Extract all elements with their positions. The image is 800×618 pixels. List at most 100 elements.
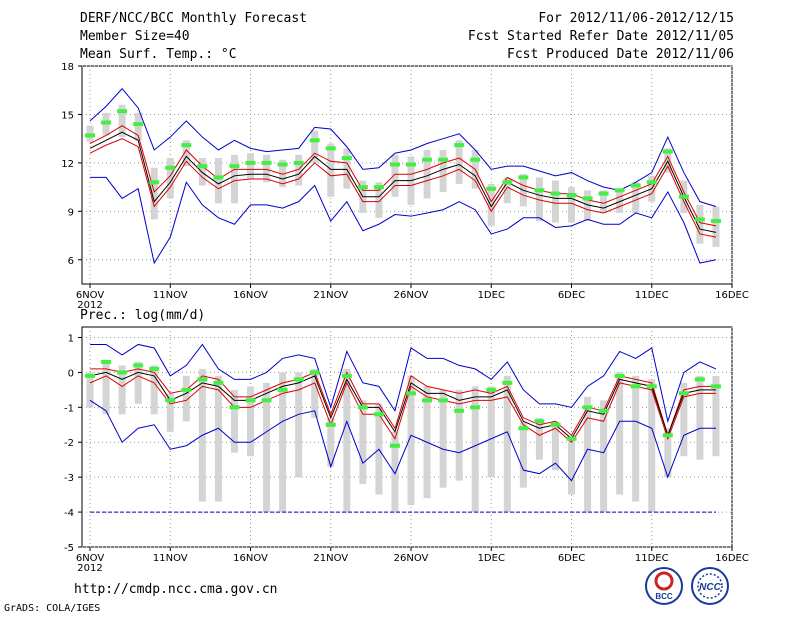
prec-box	[230, 389, 238, 453]
prec-mean-line	[89, 371, 716, 440]
prec-median-mark	[662, 433, 673, 438]
prec-max-line	[90, 343, 717, 424]
prec-box	[263, 382, 271, 513]
temp-median-mark	[229, 164, 240, 169]
prec-median-mark	[518, 426, 529, 431]
prec-ytick-label: -1	[64, 403, 74, 414]
prec-box	[535, 417, 543, 460]
prec-median-mark	[101, 359, 112, 364]
temp-median-mark	[662, 149, 673, 154]
temp-median-mark	[277, 162, 288, 167]
temp-median-mark	[566, 193, 577, 198]
temp-box	[182, 140, 190, 167]
prec-median-mark	[341, 373, 352, 378]
prec-box	[118, 365, 126, 415]
temp-box	[391, 154, 399, 197]
prec-box	[600, 400, 608, 513]
temp-median-mark	[614, 188, 625, 193]
temp-median-mark	[357, 185, 368, 190]
prec-box	[471, 386, 479, 513]
prec-box	[584, 396, 592, 513]
temp-box	[343, 148, 351, 189]
temp-median-mark	[502, 180, 513, 185]
temp-median-mark	[309, 138, 320, 143]
prec-box	[134, 361, 142, 404]
ncc-logo-text: NCC	[699, 582, 721, 593]
prec-median-mark	[614, 373, 625, 378]
prec-median-mark	[454, 408, 465, 413]
prec-ytick-label: -4	[64, 508, 74, 519]
prec-box	[680, 382, 688, 457]
prec-box	[182, 375, 190, 422]
prec-median-mark	[117, 370, 128, 375]
precip-panel-label: Prec.: log(mm/d)	[80, 308, 206, 323]
prec-median-mark	[181, 387, 192, 392]
temp-xtick-label: 6DEC	[558, 290, 585, 301]
temp-median-mark	[133, 122, 144, 127]
prec-box	[391, 431, 399, 513]
prec-median-mark	[646, 384, 657, 389]
temp-median-mark	[213, 175, 224, 180]
prec-median-mark	[229, 405, 240, 410]
prec-median-mark	[373, 412, 384, 417]
prec-median-mark	[502, 380, 513, 385]
temp-median-mark	[181, 143, 192, 148]
temp-mean-minus-line	[89, 138, 717, 238]
chart-title: DERF/NCC/BCC Monthly Forecast	[80, 11, 307, 26]
temp-max-line	[89, 87, 717, 207]
bcc-logo: BCC	[645, 567, 683, 605]
prec-median-mark	[694, 377, 705, 382]
temp-xtick-year: 2012	[77, 300, 102, 311]
temp-median-mark	[293, 160, 304, 165]
header-left: DERF/NCC/BCC Monthly Forecast Member Siz…	[80, 10, 307, 64]
temp-median-mark	[630, 183, 641, 188]
prec-median-mark	[245, 398, 256, 403]
temp-median-mark	[85, 133, 96, 138]
prec-median-mark	[550, 422, 561, 427]
temp-box	[327, 143, 335, 197]
prec-box	[295, 372, 303, 478]
temp-xtick-label: 11DEC	[635, 290, 669, 301]
temp-median-mark	[389, 162, 400, 167]
prec-box	[247, 386, 255, 457]
prec-median-mark	[213, 380, 224, 385]
temp-box	[503, 177, 511, 204]
prec-box	[487, 386, 495, 478]
temp-box	[584, 190, 592, 222]
temp-median-mark	[245, 160, 256, 165]
temp-median-mark	[710, 219, 721, 224]
prec-xtick-year: 2012	[77, 563, 102, 574]
prec-box	[551, 421, 559, 471]
temp-xtick-label: 6NOV	[76, 290, 105, 301]
prec-xtick-label: 11DEC	[635, 553, 669, 564]
temp-median-mark	[678, 194, 689, 199]
prec-median-mark	[598, 408, 609, 413]
temp-box	[632, 182, 640, 213]
prec-median-mark	[309, 370, 320, 375]
temp-box	[118, 104, 126, 138]
source-url[interactable]: http://cmdp.ncc.cma.gov.cn	[74, 582, 278, 597]
prec-box	[455, 389, 463, 481]
prec-median-mark	[85, 373, 96, 378]
prec-box	[86, 372, 94, 408]
prec-xtick-label: 16DEC	[715, 553, 749, 564]
grads-credit: GrADS: COLA/IGES	[4, 603, 101, 614]
prec-xtick-label: 21NOV	[313, 553, 348, 564]
prec-box	[632, 375, 640, 502]
prec-median-mark	[566, 436, 577, 441]
temp-box	[263, 154, 271, 183]
temp-box	[230, 154, 238, 204]
temp-xtick-label: 21NOV	[313, 290, 348, 301]
member-size: Member Size=40	[80, 29, 190, 44]
prec-mean-minus-line	[89, 375, 716, 443]
temp-median-mark	[582, 196, 593, 201]
temp-ytick-label: 15	[61, 110, 74, 121]
prec-box	[696, 375, 704, 460]
prec-box	[712, 375, 720, 457]
temp-box	[247, 153, 255, 180]
temp-xtick-label: 1DEC	[478, 290, 505, 301]
prec-box	[343, 368, 351, 513]
temp-median-mark	[117, 109, 128, 114]
temp-min-line	[90, 176, 717, 265]
